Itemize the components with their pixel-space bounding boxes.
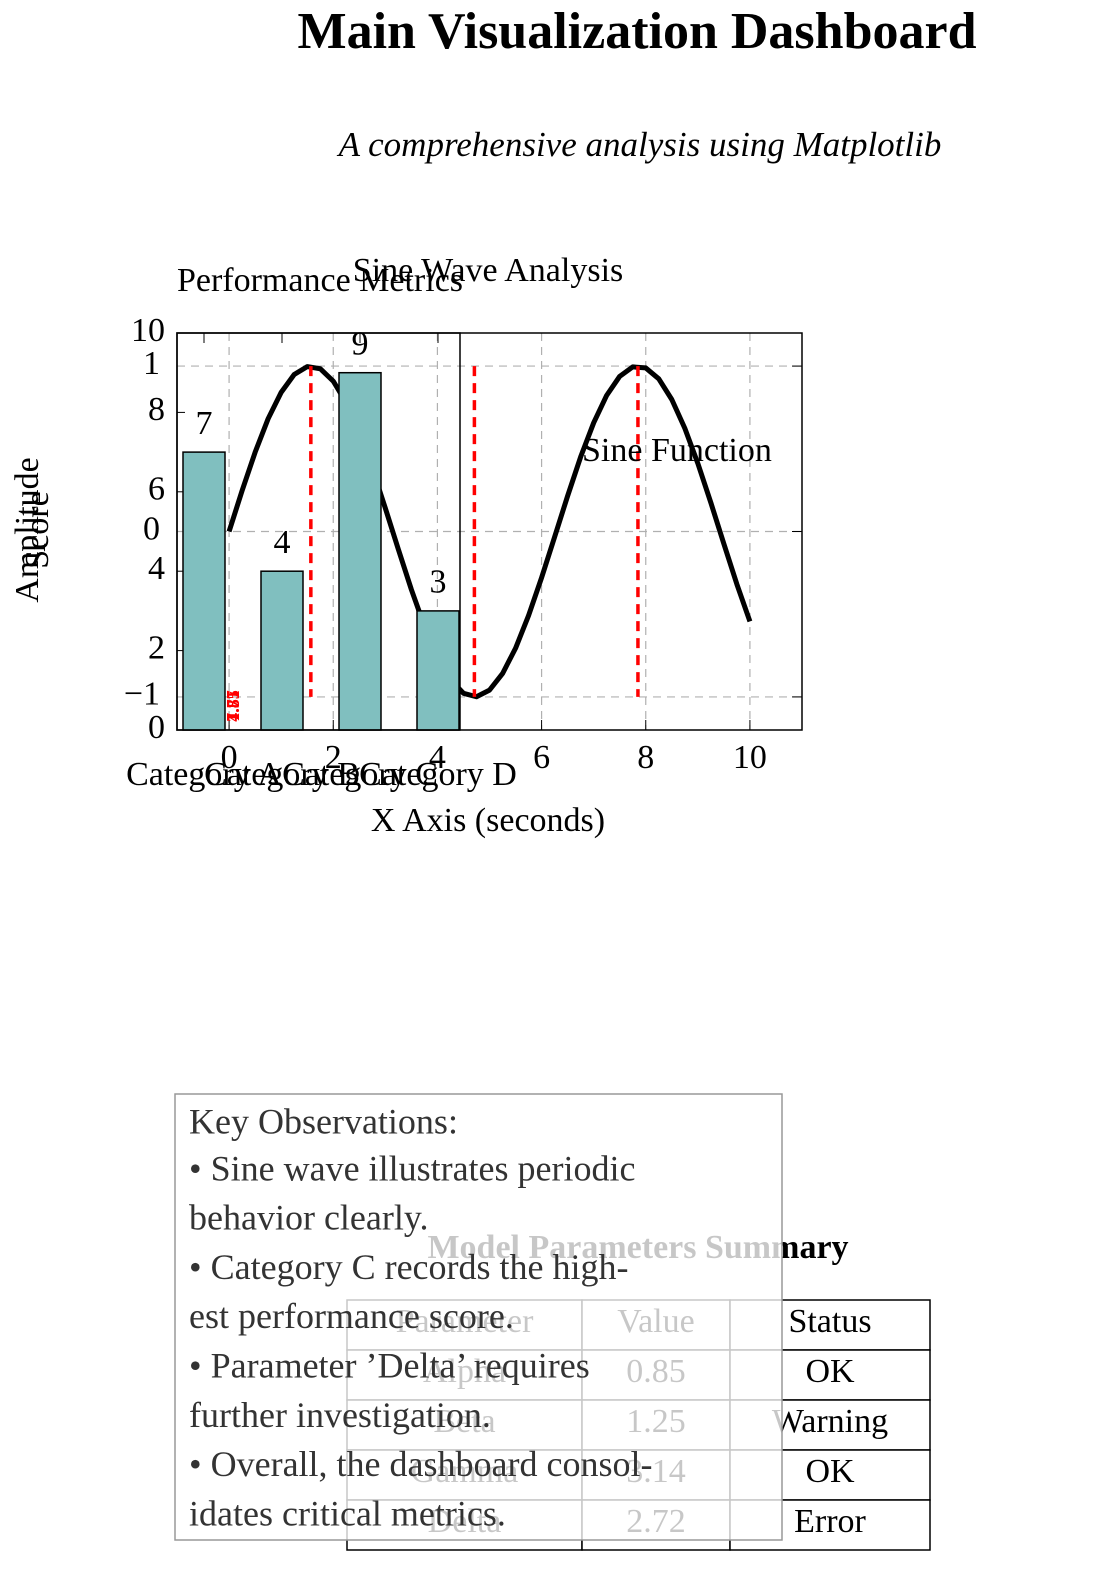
dashboard-subtitle: A comprehensive analysis using Matplotli… (337, 125, 942, 164)
observation-line: • Parameter ’Delta’ requires (189, 1345, 590, 1385)
x-tick-label: 10 (733, 739, 767, 776)
y-tick-label: 0 (148, 709, 165, 746)
observation-line: est performance score. (189, 1296, 514, 1336)
y-tick-label: 6 (148, 471, 165, 508)
observation-line: idates critical metrics. (189, 1493, 506, 1533)
x-tick-label: Category A (126, 756, 282, 793)
value-label: 3 (430, 564, 447, 601)
bar (182, 451, 226, 731)
y-tick-label: −1 (124, 676, 160, 713)
y-tick-label: 2 (148, 629, 165, 666)
dashboard-title: Main Visualization Dashboard (297, 3, 976, 60)
table-text: Status (788, 1303, 871, 1340)
x-tick-label: 4 (429, 739, 446, 776)
sine-plot: Sine Function (177, 333, 802, 730)
observations-box (174, 1093, 783, 1541)
y-tick-label: 8 (148, 391, 165, 428)
table-text: Warning (772, 1403, 888, 1440)
observation-line: behavior clearly. (189, 1198, 429, 1238)
chart-title: Sine Wave Analysis (353, 252, 624, 289)
sine-curve (226, 364, 753, 700)
value-label: 7 (196, 405, 213, 442)
marker-label: 4.71 (223, 690, 243, 722)
value-label: 4 (274, 524, 291, 561)
y-tick-label: 1 (143, 345, 160, 382)
y-tick-label: 4 (148, 550, 165, 587)
x-tick-label: Category B (204, 756, 360, 793)
y-axis-label: Score (19, 491, 56, 568)
x-tick-label: 8 (637, 739, 654, 776)
y-tick-label: 0 (143, 510, 160, 547)
x-tick-label: Category D (359, 756, 517, 793)
x-tick-label: 6 (533, 739, 550, 776)
axes-frame (176, 332, 461, 731)
observation-line: further investigation. (189, 1395, 491, 1435)
chart-title: Performance Metrics (177, 262, 463, 299)
bar (260, 570, 304, 731)
observation-line: • Sine wave illustrates periodic (189, 1148, 635, 1188)
observation-line: • Category C records the high- (189, 1247, 629, 1287)
marker-label: 1.57 (223, 690, 243, 722)
y-axis-label: Amplitude (9, 457, 46, 602)
observation-line: • Overall, the dashboard consol- (189, 1444, 652, 1484)
table-text: OK (805, 1453, 855, 1490)
y-tick-label: 10 (131, 312, 165, 349)
observations-heading: Key Observations: (189, 1101, 458, 1141)
annotation: Sine Function (582, 432, 772, 469)
x-tick-label: 2 (325, 739, 342, 776)
table-text: Error (794, 1503, 866, 1540)
table-text: OK (805, 1353, 855, 1390)
marker-label: 7.85 (223, 690, 243, 722)
x-axis-label: X Axis (seconds) (371, 802, 605, 839)
x-tick-label: 0 (221, 739, 238, 776)
bar (416, 610, 460, 731)
bar (338, 371, 382, 731)
x-tick-label: Category C (282, 756, 438, 793)
value-label: 9 (352, 325, 369, 362)
